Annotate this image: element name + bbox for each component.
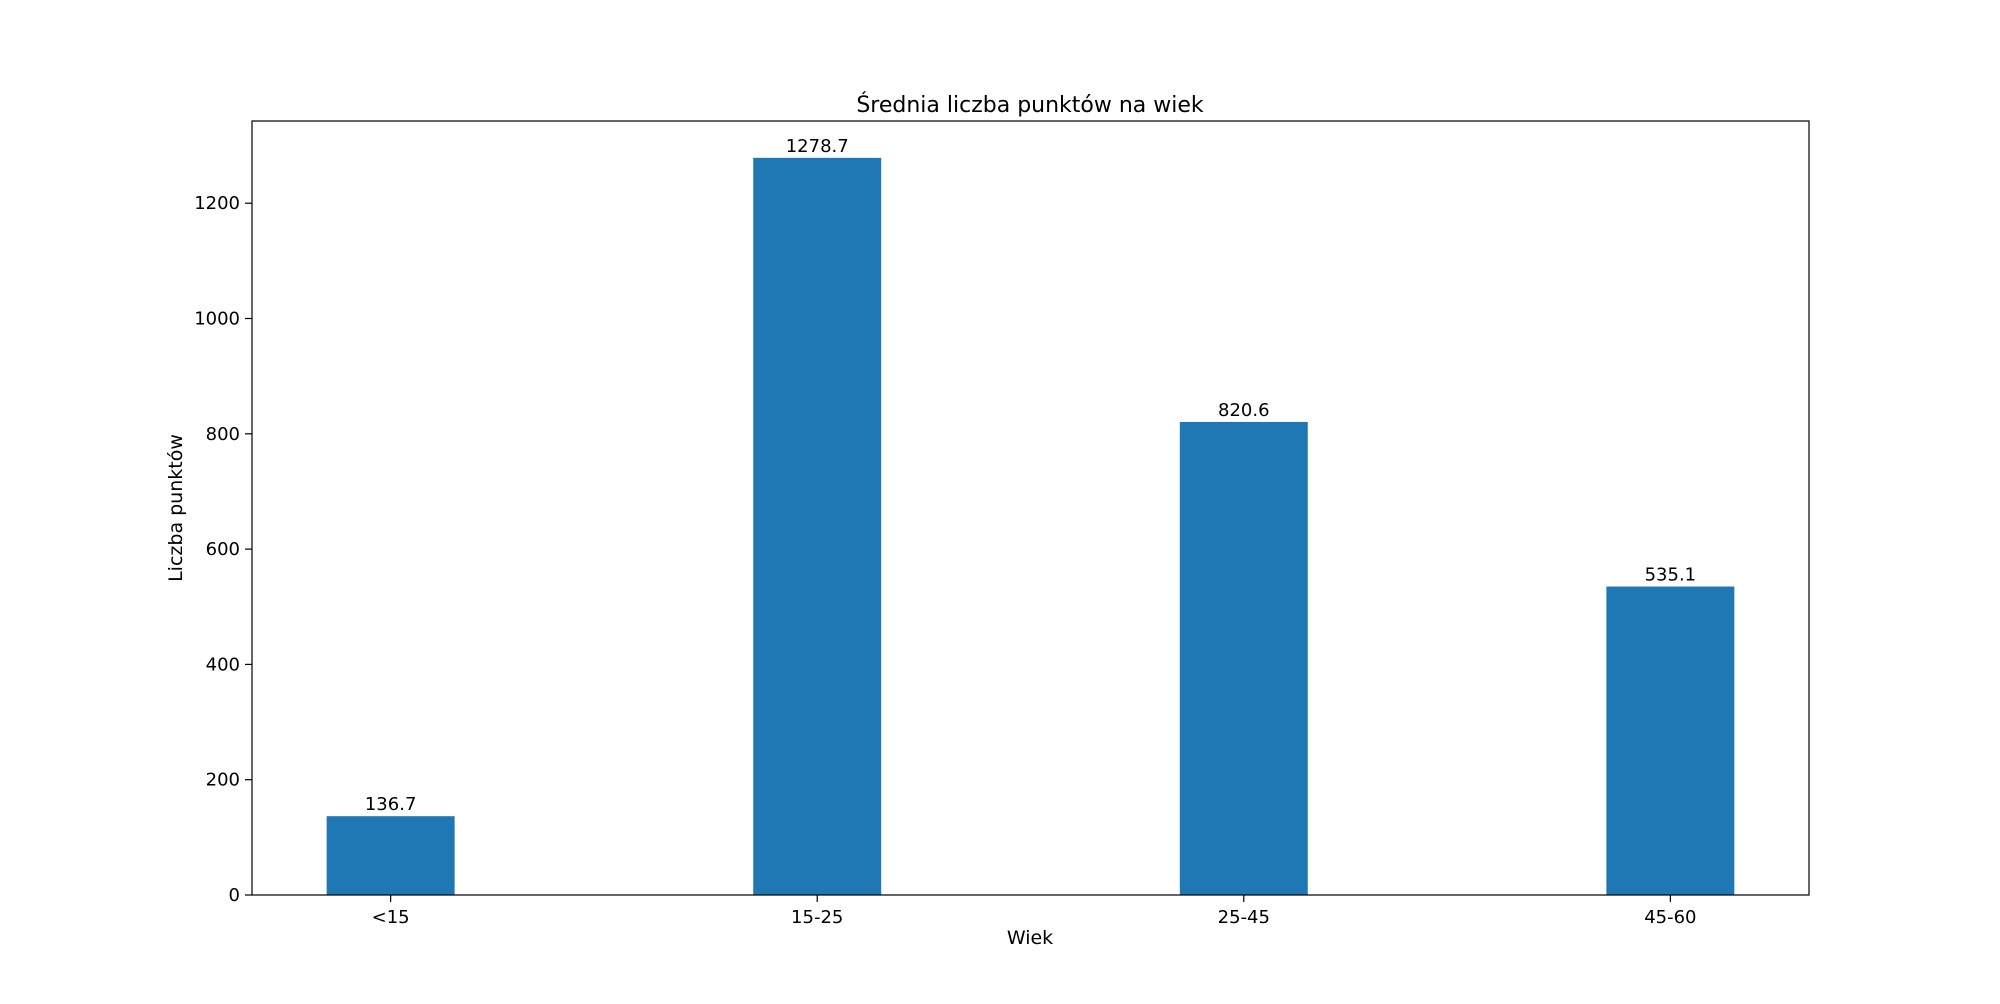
x-tick-label: 45-60 <box>1644 907 1696 928</box>
x-axis-label: Wiek <box>1007 927 1053 949</box>
x-tick-label: <15 <box>372 907 410 928</box>
bar <box>1179 421 1308 895</box>
x-tick-label: 15-25 <box>791 907 843 928</box>
data-label: 1278.7 <box>786 136 849 157</box>
y-tick-label: 1000 <box>194 309 240 330</box>
data-label: 136.7 <box>365 794 417 815</box>
x-tick-label: 25-45 <box>1218 907 1270 928</box>
y-tick-label: 1200 <box>194 193 240 214</box>
bars-layer: 136.7 1278.7 820.6 535.1 <box>326 136 1735 896</box>
y-axis-label: Liczba punktów <box>165 434 187 582</box>
ticks-layer: <15 15-25 25-45 45-60 0 200 400 600 800 1000 1200 <box>194 193 1696 928</box>
chart-title: Średnia liczba punktów na wiek <box>856 92 1204 118</box>
y-tick-label: 400 <box>206 654 240 675</box>
bar <box>753 157 882 896</box>
bar <box>326 816 455 895</box>
bar <box>1606 586 1735 895</box>
data-label: 820.6 <box>1218 400 1270 421</box>
y-tick-label: 0 <box>229 885 240 906</box>
y-tick-label: 600 <box>206 539 240 560</box>
y-tick-label: 800 <box>206 424 240 445</box>
plot-frame <box>251 120 1810 896</box>
y-tick-label: 200 <box>206 770 240 791</box>
data-label: 535.1 <box>1645 565 1697 586</box>
